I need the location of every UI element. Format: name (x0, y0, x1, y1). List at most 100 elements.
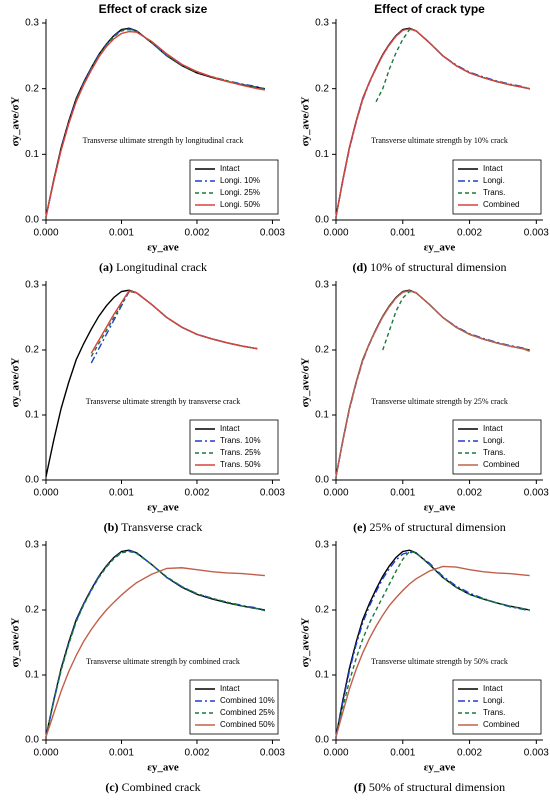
legend-label: Longi. 50% (220, 200, 260, 209)
x-tick-label: 0.002 (457, 748, 482, 759)
series-line (335, 565, 530, 737)
legend-label: Longi. 10% (220, 176, 260, 185)
y-tick-label: 0.0 (25, 735, 39, 746)
x-axis-label: εy_ave (147, 502, 179, 514)
y-tick-label: 0.0 (25, 475, 39, 486)
series-line (90, 290, 258, 354)
legend-label: Trans. (483, 448, 505, 457)
series-line (335, 28, 530, 217)
x-tick-label: 0.001 (109, 228, 134, 239)
panel: 0.0 0.1 0.2 0.3 0.000 0.001 0.002 0.003 εy_ave σy… (300, 280, 550, 534)
y-tick-label: 0.1 (315, 670, 329, 681)
legend-label: Intact (483, 164, 503, 173)
x-axis-label: εy_ave (147, 762, 179, 774)
series-line (45, 30, 266, 217)
x-tick-label: 0.002 (184, 228, 209, 239)
legend-label: Trans. (483, 188, 505, 197)
y-tick-label: 0.1 (25, 670, 39, 681)
y-tick-label: 0.1 (315, 410, 329, 421)
y-axis-label: σy_ave/σY (300, 618, 312, 668)
legend-label: Combined 25% (220, 708, 275, 717)
caption: (c) Combined crack (105, 780, 200, 794)
panel: 0.0 0.1 0.2 0.3 0.000 0.001 0.002 0.003 εy_ave σy… (300, 540, 550, 794)
caption-label: (d) (353, 260, 368, 274)
y-tick-label: 0.2 (315, 345, 329, 356)
x-tick-label: 0.001 (109, 748, 134, 759)
column-title: Effect of crack size (99, 2, 208, 16)
legend-label: Combined (483, 200, 519, 209)
legend: Intact Trans. 10% Trans. 25% Trans. 50% (189, 419, 279, 475)
x-tick-label: 0.000 (33, 748, 58, 759)
y-tick-label: 0.0 (25, 215, 39, 226)
y-tick-label: 0.2 (315, 605, 329, 616)
y-tick-label: 0.0 (315, 475, 329, 486)
caption-text: Longitudinal crack (116, 260, 207, 274)
panel: Effect of crack type 0.0 0.1 0.2 0.3 0.000 0.0… (300, 2, 550, 274)
legend: Intact Longi. 10% Longi. 25% Longi. 50% (189, 159, 279, 215)
x-tick-label: 0.003 (260, 488, 285, 499)
x-tick-label: 0.001 (390, 748, 415, 759)
legend-label: Trans. 10% (220, 436, 261, 445)
y-tick-label: 0.2 (25, 83, 39, 94)
caption-text: 50% of structural dimension (369, 780, 505, 794)
annotation: Transverse ultimate strength by longitud… (83, 136, 244, 145)
caption-text: 25% of structural dimension (370, 520, 506, 534)
caption: (b) Transverse crack (104, 520, 203, 534)
legend-label: Trans. (483, 708, 505, 717)
series-line (375, 28, 530, 103)
x-tick-label: 0.002 (457, 228, 482, 239)
y-axis-label: σy_ave/σY (300, 358, 312, 408)
caption-label: (f) (354, 780, 366, 794)
caption-text: Transverse crack (121, 520, 202, 534)
legend-label: Trans. 25% (220, 448, 261, 457)
caption: (a) Longitudinal crack (99, 260, 207, 274)
y-axis-label: σy_ave/σY (300, 97, 312, 147)
annotation: Transverse ultimate strength by transver… (86, 397, 241, 406)
series-line (90, 290, 258, 364)
caption: (d) 10% of structural dimension (353, 260, 507, 274)
caption: (e) 25% of structural dimension (353, 520, 506, 534)
annotation: Transverse ultimate strength by 50% crac… (371, 657, 508, 666)
caption-label: (e) (353, 520, 366, 534)
x-tick-label: 0.002 (457, 488, 482, 499)
x-tick-label: 0.001 (390, 228, 415, 239)
y-tick-label: 0.1 (25, 410, 39, 421)
x-tick-label: 0.003 (524, 228, 549, 239)
x-tick-label: 0.003 (260, 228, 285, 239)
y-axis-label: σy_ave/σY (10, 358, 22, 408)
legend-label: Combined (483, 720, 519, 729)
legend-label: Longi. (483, 436, 505, 445)
caption-label: (c) (105, 780, 118, 794)
series-line (45, 567, 265, 737)
series-line (45, 550, 266, 737)
x-tick-label: 0.000 (323, 228, 348, 239)
y-tick-label: 0.3 (25, 540, 39, 551)
series-line (335, 290, 530, 477)
y-tick-label: 0.3 (315, 540, 329, 551)
y-tick-label: 0.3 (25, 280, 39, 291)
panel: 0.0 0.1 0.2 0.3 0.000 0.001 0.002 0.003 εy_ave σy… (10, 280, 286, 534)
y-tick-label: 0.2 (25, 605, 39, 616)
y-tick-label: 0.2 (315, 83, 329, 94)
caption: (f) 50% of structural dimension (354, 780, 505, 794)
y-tick-label: 0.3 (25, 18, 39, 29)
column-title: Effect of crack type (374, 2, 485, 16)
x-tick-label: 0.002 (184, 748, 209, 759)
y-tick-label: 0.2 (25, 345, 39, 356)
caption-label: (b) (104, 520, 119, 534)
y-axis-label: σy_ave/σY (10, 97, 22, 147)
x-tick-label: 0.000 (323, 488, 348, 499)
series-line (90, 290, 258, 357)
series-line (335, 550, 530, 737)
legend-label: Combined 10% (220, 696, 275, 705)
x-tick-label: 0.003 (524, 488, 549, 499)
x-axis-label: εy_ave (424, 762, 456, 774)
y-tick-label: 0.3 (315, 280, 329, 291)
legend-label: Longi. (483, 176, 505, 185)
x-axis-label: εy_ave (147, 242, 179, 254)
legend: Intact Longi. Trans. Combined (452, 159, 542, 215)
y-axis-label: σy_ave/σY (10, 618, 22, 668)
legend-label: Intact (220, 424, 240, 433)
legend-label: Combined 50% (220, 720, 275, 729)
annotation: Transverse ultimate strength by combined… (86, 657, 240, 666)
